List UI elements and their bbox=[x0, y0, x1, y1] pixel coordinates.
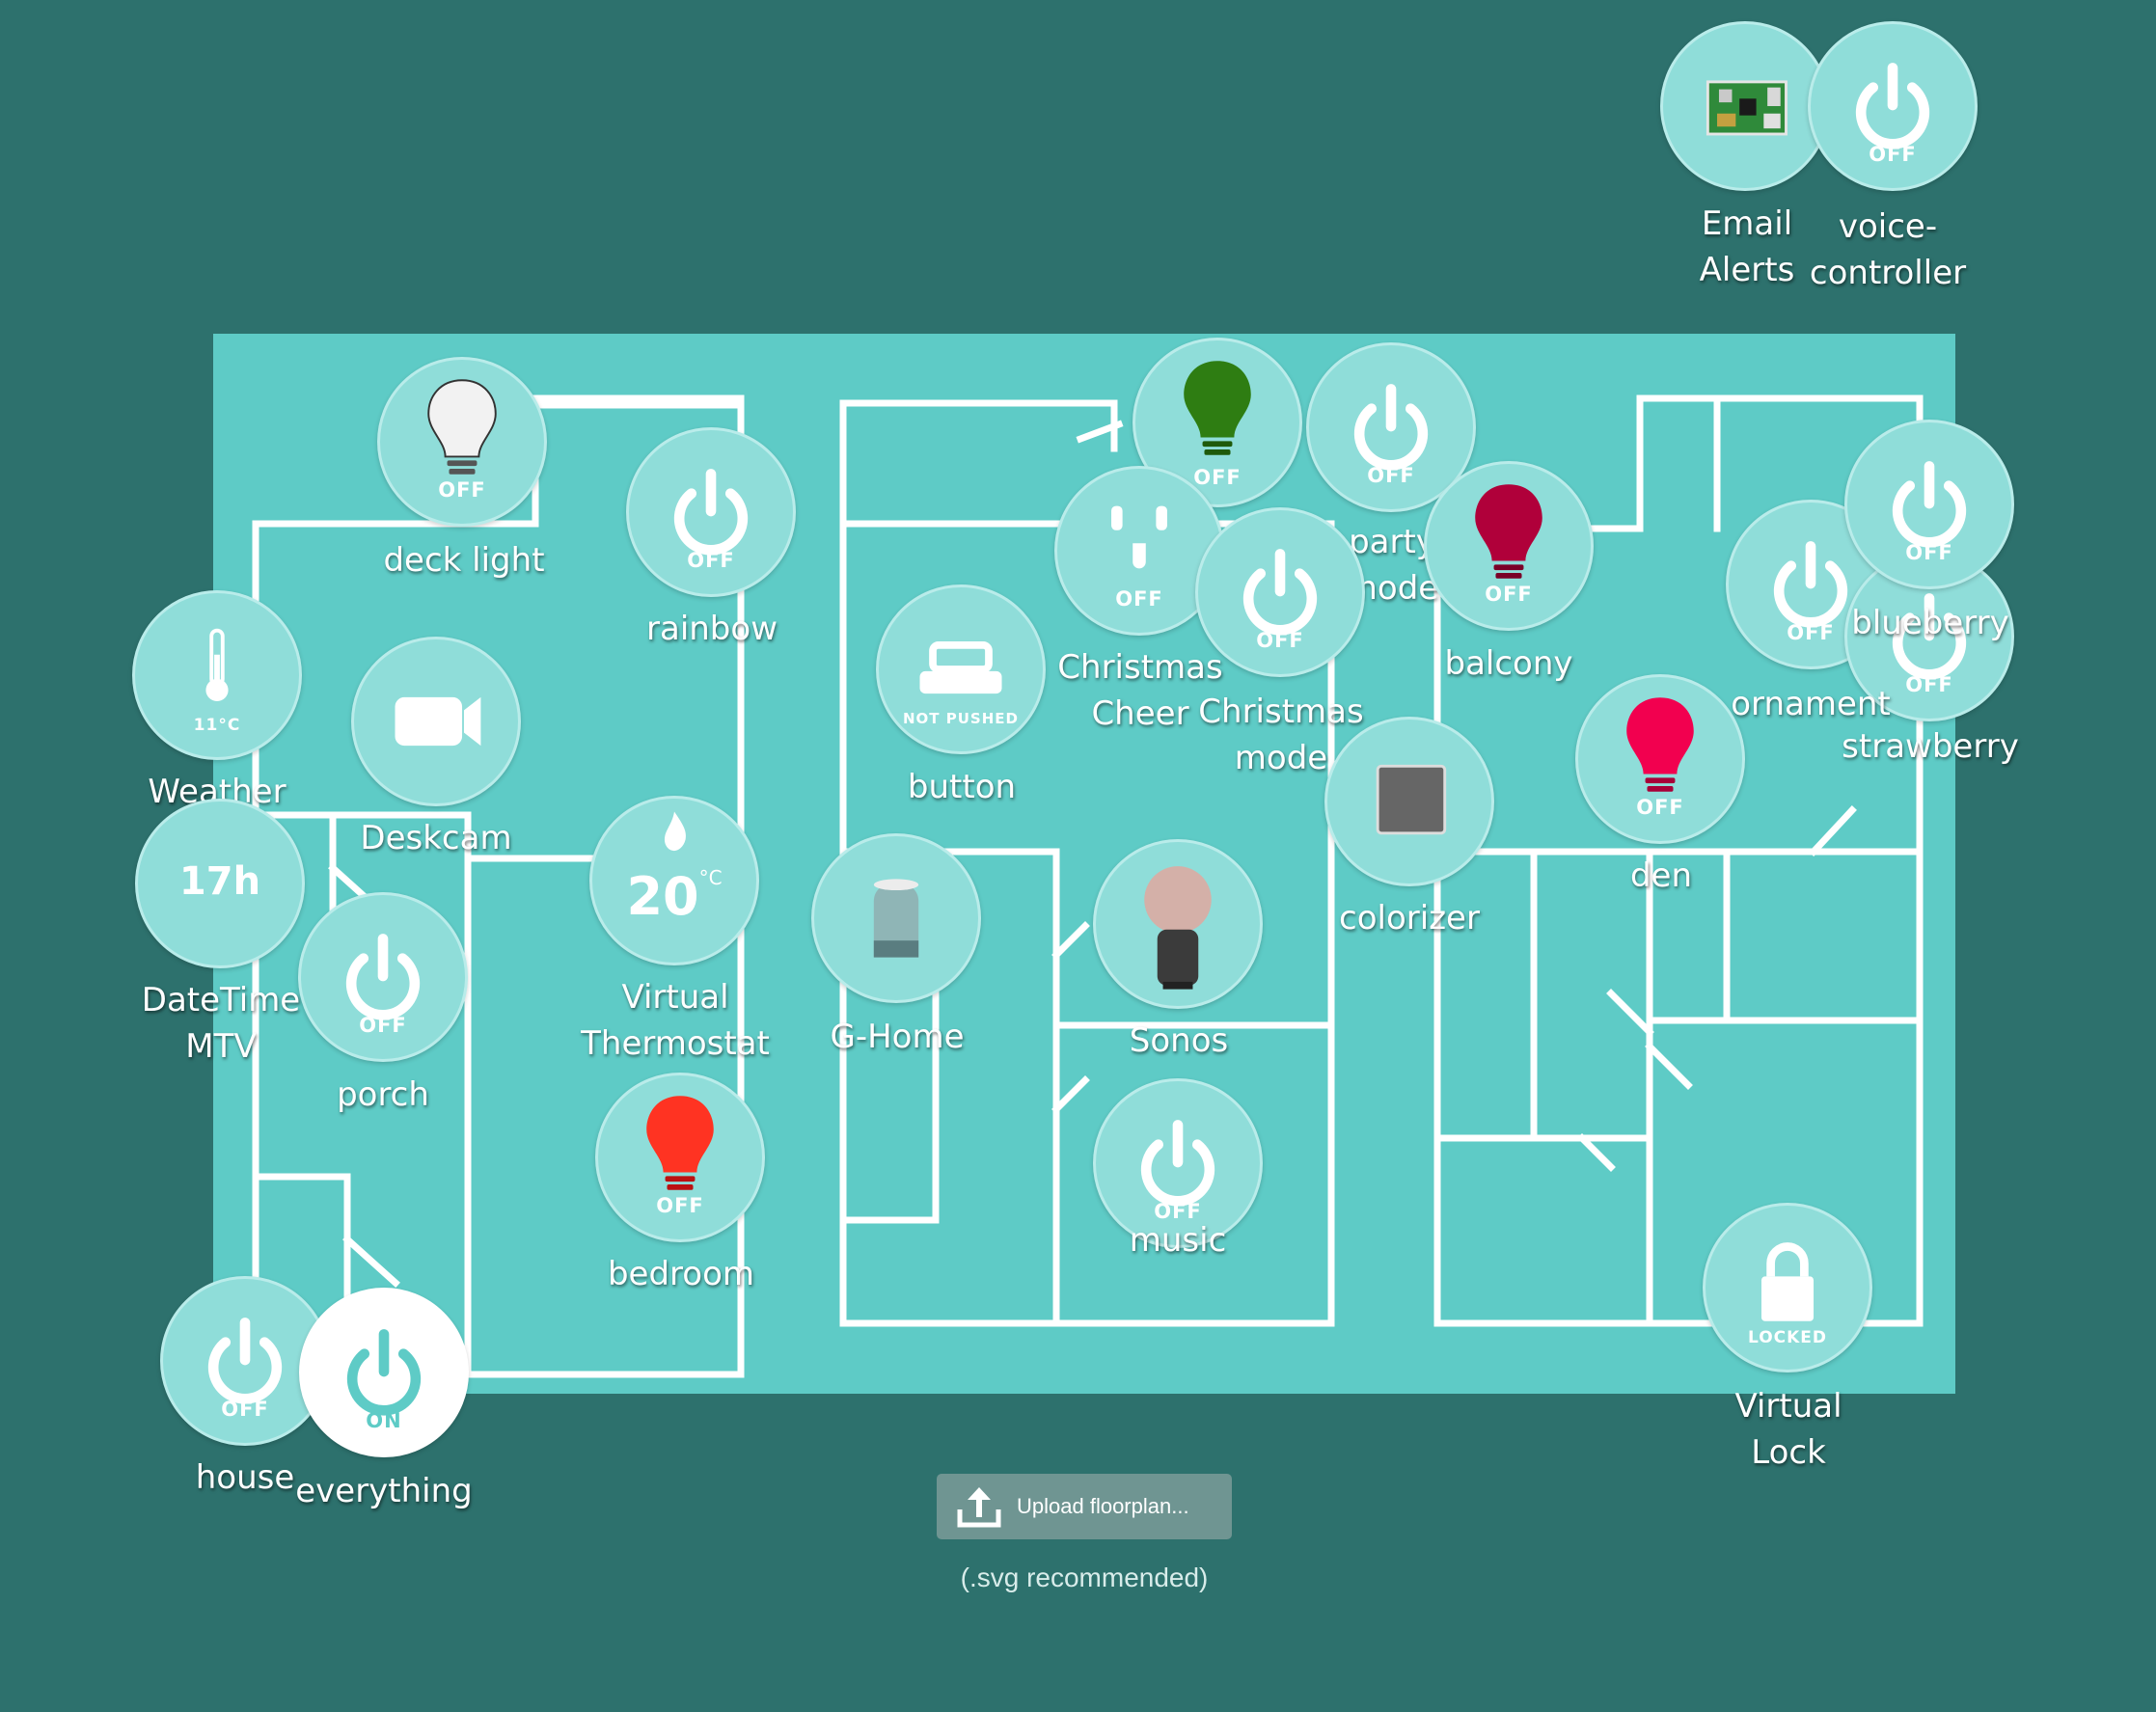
bulb-state: OFF bbox=[1636, 796, 1684, 819]
deskcam-camera[interactable] bbox=[351, 637, 521, 806]
deskcam-label: Deskcam bbox=[360, 819, 512, 857]
lightbulb-icon bbox=[1184, 361, 1251, 455]
ornament-label: ornament bbox=[1731, 685, 1891, 723]
christmas-cheer-label: Christmas Cheer bbox=[1057, 648, 1223, 733]
datetime-value: 17h bbox=[178, 859, 261, 904]
switch-state: ON bbox=[366, 1409, 402, 1432]
speaker-icon bbox=[873, 879, 919, 958]
bedroom-bulb[interactable]: OFF bbox=[595, 1073, 765, 1242]
email-alerts-label: Email Alerts bbox=[1699, 204, 1795, 289]
sonos-label: Sonos bbox=[1129, 1021, 1229, 1060]
lightbulb-icon bbox=[1626, 697, 1694, 792]
power-icon bbox=[1242, 549, 1318, 636]
house-switch[interactable]: OFF bbox=[160, 1276, 330, 1446]
strawberry-label: strawberry bbox=[1842, 727, 2019, 766]
lock-icon bbox=[1760, 1242, 1815, 1321]
lock-state: LOCKED bbox=[1747, 1328, 1828, 1347]
den-label: den bbox=[1629, 856, 1693, 895]
virtual-lock[interactable]: LOCKED bbox=[1703, 1203, 1872, 1372]
power-icon bbox=[1353, 384, 1429, 471]
house-label: house bbox=[195, 1458, 295, 1497]
weather-sensor[interactable]: 11°C bbox=[132, 590, 302, 760]
upload-floorplan-button[interactable]: Upload floorplan... bbox=[937, 1474, 1232, 1539]
google-home-speaker[interactable] bbox=[811, 833, 981, 1003]
deck-light-label: deck light bbox=[383, 541, 545, 580]
switch-state: OFF bbox=[687, 549, 735, 572]
thermostat-value: 20°C bbox=[626, 866, 723, 927]
email-alerts-device[interactable] bbox=[1660, 21, 1830, 191]
virtual-thermostat[interactable]: 20°C bbox=[589, 796, 759, 965]
outlet-state: OFF bbox=[1115, 587, 1163, 611]
switch-state: OFF bbox=[359, 1014, 407, 1037]
power-icon bbox=[1892, 461, 1967, 548]
upload-icon bbox=[957, 1487, 1001, 1528]
lightbulb-icon bbox=[1475, 484, 1542, 579]
switch-state: OFF bbox=[1905, 541, 1953, 564]
color-swatch-icon bbox=[1376, 764, 1447, 835]
everything-label: everything bbox=[295, 1472, 473, 1510]
switch-state: OFF bbox=[1905, 673, 1953, 696]
datetime-sensor[interactable]: 17h bbox=[135, 799, 305, 968]
switch-state: OFF bbox=[1154, 1200, 1202, 1223]
thermometer-icon bbox=[205, 628, 229, 702]
switch-state: OFF bbox=[221, 1398, 269, 1421]
g-home-label: G-Home bbox=[830, 1018, 965, 1056]
den-bulb[interactable]: OFF bbox=[1575, 674, 1745, 844]
balcony-label: balcony bbox=[1444, 644, 1573, 683]
switch-state: OFF bbox=[1256, 629, 1304, 652]
christmas-mode-label: Christmas mode bbox=[1198, 693, 1364, 777]
music-label: music bbox=[1129, 1221, 1227, 1260]
switch-state: OFF bbox=[1869, 143, 1917, 166]
bulb-state: OFF bbox=[656, 1194, 704, 1217]
bulb-state: OFF bbox=[438, 478, 486, 502]
power-icon bbox=[207, 1318, 283, 1404]
porch-switch[interactable]: OFF bbox=[298, 892, 468, 1062]
christmas-mode-switch[interactable]: OFF bbox=[1195, 507, 1365, 677]
switch-state: OFF bbox=[1367, 464, 1415, 487]
button-state: NOT PUSHED bbox=[903, 710, 1019, 727]
push-button-device[interactable]: NOT PUSHED bbox=[876, 584, 1046, 754]
upload-hint: (.svg recommended) bbox=[960, 1563, 1209, 1592]
bulb-state: OFF bbox=[1485, 583, 1533, 606]
blueberry-label: blueberry bbox=[1851, 604, 2009, 642]
voice-controller-switch[interactable]: OFF bbox=[1808, 21, 1978, 191]
colorizer-label: colorizer bbox=[1339, 899, 1480, 938]
power-icon bbox=[345, 934, 421, 1020]
porch-label: porch bbox=[337, 1075, 429, 1114]
lightbulb-icon bbox=[646, 1096, 714, 1190]
deck-light-bulb[interactable]: OFF bbox=[377, 357, 547, 527]
flame-icon bbox=[664, 811, 686, 852]
voice-controller-label: voice- controller bbox=[1809, 207, 1967, 292]
bulb-state: OFF bbox=[1193, 466, 1242, 489]
datetime-label: DateTime MTV bbox=[141, 981, 301, 1066]
speaker-icon bbox=[1144, 866, 1212, 990]
circuit-board-icon bbox=[1706, 80, 1788, 136]
virtual-lock-label: Virtual Lock bbox=[1734, 1387, 1842, 1472]
power-icon bbox=[1892, 593, 1967, 680]
everything-switch[interactable]: ON bbox=[299, 1288, 469, 1457]
balcony-bulb[interactable]: OFF bbox=[1424, 461, 1594, 631]
power-icon bbox=[1140, 1120, 1215, 1207]
switch-state: OFF bbox=[1787, 621, 1835, 644]
rainbow-switch[interactable]: OFF bbox=[626, 427, 796, 597]
outlet-icon bbox=[1111, 505, 1167, 569]
power-icon bbox=[346, 1329, 422, 1416]
rainbow-label: rainbow bbox=[646, 610, 778, 648]
power-icon bbox=[673, 469, 749, 556]
power-icon bbox=[1855, 63, 1930, 149]
party-mode-switch[interactable]: OFF bbox=[1306, 342, 1476, 512]
bedroom-label: bedroom bbox=[607, 1255, 755, 1293]
video-camera-icon bbox=[395, 696, 481, 747]
colorizer-device[interactable] bbox=[1324, 717, 1494, 886]
upload-button-label: Upload floorplan... bbox=[1017, 1494, 1189, 1518]
button-label: button bbox=[907, 768, 1017, 806]
sonos-speaker[interactable] bbox=[1093, 839, 1263, 1009]
push-button-icon bbox=[919, 641, 1002, 694]
power-icon bbox=[1773, 541, 1848, 628]
thermostat-label: Virtual Thermostat bbox=[581, 978, 770, 1063]
blueberry-switch[interactable]: OFF bbox=[1844, 420, 2014, 589]
weather-value: 11°C bbox=[193, 716, 241, 735]
lightbulb-icon bbox=[427, 379, 497, 475]
music-switch[interactable]: OFF bbox=[1093, 1078, 1263, 1248]
